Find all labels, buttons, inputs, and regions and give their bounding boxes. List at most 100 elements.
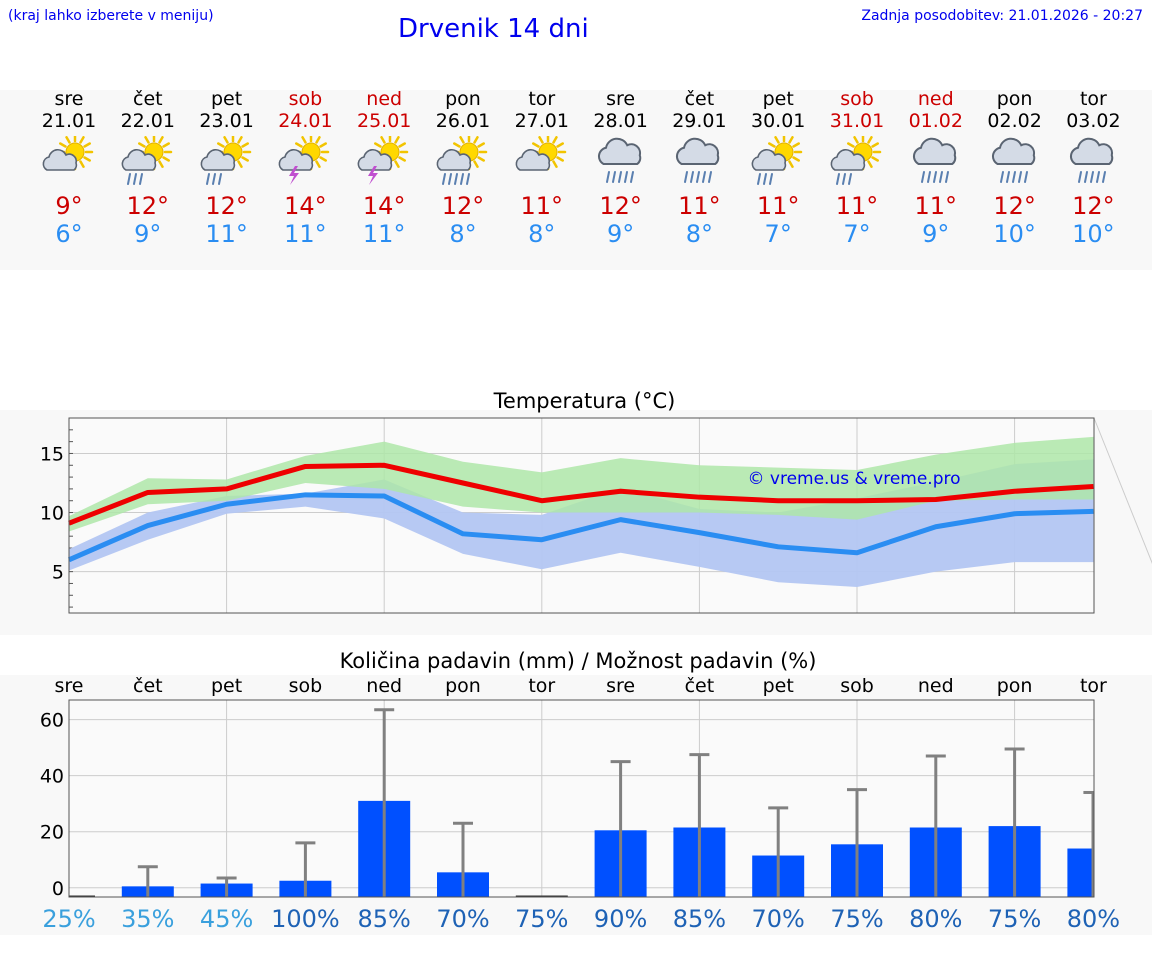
temp-min: 9°	[922, 220, 950, 248]
temp-max: 11°	[520, 192, 564, 220]
temp-max: 12°	[441, 192, 485, 220]
precip-probability: 35%	[121, 905, 174, 933]
temp-max: 9°	[55, 192, 83, 220]
day-name: čet	[684, 88, 715, 110]
precip-probability: 45%	[200, 905, 253, 933]
day-name: pet	[762, 88, 794, 110]
x-category-label: pet	[763, 675, 794, 697]
day-name: pon	[996, 88, 1033, 110]
precip-probability: 80%	[909, 905, 962, 933]
day-date: 21.01	[41, 110, 97, 132]
forecast-day: čet 29.01 11° 8°	[659, 88, 739, 248]
precip-probability: 70%	[752, 905, 805, 933]
temp-max: 11°	[914, 192, 958, 220]
max-range-band	[69, 436, 1094, 532]
sun-cloud-icon	[42, 136, 94, 171]
temp-min: 8°	[449, 220, 477, 248]
x-category-label: pon	[997, 675, 1033, 697]
forecast-day: sre 21.01 9° 6°	[29, 88, 109, 248]
temp-min: 7°	[843, 220, 871, 248]
location-hint: (kraj lahko izberete v meniju)	[8, 8, 214, 24]
day-name: sre	[54, 88, 84, 110]
day-date: 26.01	[435, 110, 491, 132]
last-updated: Zadnja posodobitev: 21.01.2026 - 20:27	[861, 8, 1143, 24]
day-date: 22.01	[120, 110, 175, 132]
forecast-day: pon 26.01 12° 8°	[423, 88, 503, 248]
watermark: © vreme.us & vreme.pro	[747, 469, 960, 489]
day-date: 31.01	[829, 110, 885, 132]
x-category-label: sre	[606, 675, 635, 697]
y-tick-label: 20	[40, 822, 64, 844]
temp-max: 11°	[678, 192, 721, 220]
day-name: sob	[288, 88, 323, 110]
forecast-day: pet 30.01 11° 7°	[738, 88, 818, 248]
min-temp-line	[68, 492, 1094, 563]
day-name: ned	[366, 88, 403, 110]
day-name: pet	[210, 88, 243, 110]
forecast-day: sre 28.01 12° 9°	[581, 88, 661, 248]
cloud-heavy-rain-icon	[676, 137, 720, 183]
y-tick-label: 60	[40, 710, 64, 732]
forecast-day: ned 25.01 14° 11°	[344, 88, 424, 248]
sun-cloud-icon	[515, 136, 567, 171]
x-category-label: tor	[1080, 675, 1107, 697]
day-date: 27.01	[514, 110, 569, 132]
x-category-label: tor	[528, 675, 555, 697]
precip-probability: 85%	[358, 905, 411, 933]
sun-cloud-heavy-rain-icon	[436, 136, 488, 185]
y-tick-label: 10	[40, 503, 64, 525]
day-date: 29.01	[672, 110, 727, 132]
precip-bar	[1067, 848, 1094, 897]
temp-max: 12°	[205, 192, 248, 220]
day-name: tor	[1079, 88, 1107, 110]
day-date: 23.01	[199, 110, 254, 132]
temp-min: 10°	[993, 220, 1036, 248]
forecast-day: sob 31.01 11° 7°	[817, 88, 897, 248]
forecast-day: tor 27.01 11° 8°	[502, 88, 582, 248]
temp-min: 7°	[764, 220, 792, 248]
temp-min: 11°	[205, 220, 248, 248]
day-date: 01.02	[908, 110, 963, 132]
temp-max: 14°	[284, 192, 327, 220]
forecast-day: tor 03.02 12° 10°	[1053, 88, 1133, 248]
forecast-day: pon 02.02 12° 10°	[975, 88, 1055, 248]
temp-min: 11°	[284, 220, 327, 248]
sun-cloud-rain-icon	[830, 136, 882, 185]
temp-max: 14°	[362, 192, 406, 220]
sun-cloud-rain-icon	[121, 136, 173, 185]
forecast-day: sob 24.01 14° 11°	[265, 88, 345, 248]
sun-cloud-rain-icon	[200, 136, 251, 185]
precip-probability: 75%	[988, 905, 1041, 933]
forecast-band	[0, 90, 1152, 270]
temp-max: 12°	[1072, 192, 1115, 220]
x-category-label: čet	[133, 675, 163, 697]
day-date: 24.01	[278, 110, 333, 132]
precipitation-chart: Količina padavin (mm) / Možnost padavin …	[40, 649, 1120, 933]
y-tick-label: 15	[40, 443, 64, 465]
temp-min: 10°	[1072, 220, 1115, 248]
sun-cloud-storm-icon	[279, 136, 330, 185]
temp-max: 11°	[835, 192, 879, 220]
cloud-heavy-rain-icon	[912, 137, 957, 183]
cloud-heavy-rain-icon	[597, 137, 641, 183]
temperature-chart: Temperatura (°C) 5 10 15 © vreme.us & vreme.…	[40, 389, 1152, 614]
day-date: 28.01	[593, 110, 648, 132]
temp-min: 11°	[362, 220, 406, 248]
temp-min: 6°	[55, 220, 83, 248]
temp-min: 8°	[528, 220, 556, 248]
day-date: 30.01	[750, 110, 806, 132]
y-tick-label: 40	[40, 766, 64, 788]
x-category-label: sob	[840, 675, 874, 697]
day-date: 25.01	[356, 110, 412, 132]
x-category-label: čet	[685, 675, 715, 697]
x-category-label: sre	[55, 675, 84, 697]
y-tick-label: 0	[52, 878, 64, 900]
temp-max: 12°	[993, 192, 1036, 220]
day-name: pon	[445, 88, 481, 110]
day-name: sre	[606, 88, 636, 110]
plot-frame	[68, 417, 1095, 614]
x-category-label: pet	[211, 675, 242, 697]
temp-min: 9°	[606, 220, 635, 248]
y-tick-label: 5	[52, 562, 64, 584]
day-date: 03.02	[1066, 110, 1121, 132]
